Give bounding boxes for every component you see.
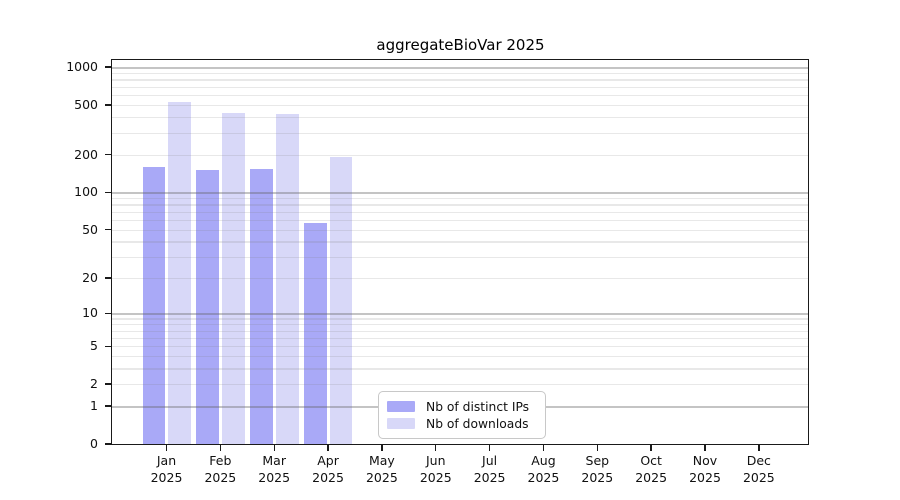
plot-area (112, 60, 808, 444)
x-tick (435, 445, 437, 451)
y-tick-label: 2 (90, 376, 98, 392)
y-tick (105, 154, 112, 156)
bar-apr-downloads (329, 157, 353, 444)
x-tick-year: 2025 (150, 470, 183, 485)
x-tick-year: 2025 (742, 470, 775, 485)
chart-title: aggregateBioVar 2025 (376, 36, 545, 54)
bar-feb-downloads (222, 113, 245, 444)
x-tick-year: 2025 (204, 470, 237, 485)
x-tick (596, 445, 598, 451)
bar-jan-downloads (168, 102, 191, 444)
bar-jan-distinct-ips (142, 166, 165, 444)
x-tick-month: Apr (317, 453, 339, 468)
x-tick-label: Oct 2025 (619, 452, 683, 486)
distinct-ips-swatch-icon (387, 401, 415, 412)
legend-item-distinct-ips: Nb of distinct IPs (387, 400, 537, 414)
gridline-minor (112, 117, 808, 119)
x-tick-year: 2025 (365, 470, 398, 485)
x-tick (650, 445, 652, 451)
y-tick (105, 383, 112, 385)
legend-label-distinct-ips: Nb of distinct IPs (426, 399, 530, 414)
downloads-swatch-icon (387, 418, 415, 429)
x-tick (704, 445, 706, 451)
y-tick-label: 100 (74, 184, 98, 200)
x-tick-year: 2025 (312, 470, 344, 485)
bar-mar-downloads (276, 113, 299, 444)
gridline-minor (112, 104, 808, 107)
y-tick-label: 50 (82, 221, 98, 237)
gridline-minor (112, 132, 808, 134)
y-tick-label: 10 (82, 305, 98, 321)
y-tick-label: 5 (90, 338, 98, 354)
y-tick (105, 312, 112, 314)
x-tick-month: Nov (692, 453, 718, 468)
y-tick-label: 1 (90, 398, 98, 414)
x-tick-label: Mar 2025 (242, 452, 306, 486)
x-tick-label: May 2025 (350, 452, 414, 486)
x-tick-month: Oct (640, 453, 662, 468)
y-tick (105, 443, 112, 445)
gridline-minor (112, 79, 808, 81)
x-tick (542, 445, 545, 451)
y-tick-label: 0 (90, 436, 98, 451)
x-tick (273, 445, 275, 451)
x-tick-year: 2025 (581, 470, 614, 485)
y-tick-label: 1000 (66, 59, 98, 75)
y-tick (105, 191, 112, 193)
y-tick (105, 104, 112, 106)
x-tick-year: 2025 (258, 470, 291, 485)
legend-item-downloads: Nb of downloads (387, 417, 537, 431)
x-tick-month: Feb (209, 453, 232, 468)
x-tick-label: Jun 2025 (404, 452, 468, 486)
legend: Nb of distinct IPs Nb of downloads (378, 391, 546, 439)
x-tick-year: 2025 (419, 470, 452, 485)
x-tick-month: Dec (746, 453, 771, 468)
x-tick-label: Aug 2025 (511, 452, 575, 486)
x-tick-month: Jan (156, 453, 177, 468)
bar-feb-distinct-ips (196, 169, 219, 444)
y-tick (105, 228, 112, 231)
x-tick-label: Feb 2025 (188, 452, 252, 486)
x-tick-month: Sep (585, 453, 610, 468)
x-tick-month: May (368, 453, 395, 468)
gridline-minor (112, 95, 808, 97)
x-tick-label: Jul 2025 (458, 452, 522, 486)
x-tick-month: Jun (425, 453, 446, 468)
x-tick (381, 445, 383, 451)
bar-apr-distinct-ips (304, 222, 327, 444)
x-tick (758, 445, 760, 451)
gridline-minor (112, 154, 808, 156)
y-tick (105, 345, 112, 347)
x-tick (165, 445, 168, 451)
x-tick-year: 2025 (635, 470, 668, 485)
x-tick-label: Nov 2025 (673, 452, 737, 486)
y-tick (105, 405, 112, 407)
x-tick (327, 445, 329, 451)
x-tick-label: Dec 2025 (727, 452, 791, 486)
x-tick-month: Aug (531, 453, 556, 468)
x-tick-label: Sep 2025 (565, 452, 629, 486)
y-tick (105, 66, 112, 68)
y-tick-label: 500 (74, 96, 98, 112)
y-tick-label: 200 (74, 146, 98, 162)
gridline-minor (112, 86, 808, 88)
x-tick-month: Jul (482, 453, 498, 468)
x-tick-year: 2025 (689, 470, 721, 485)
x-tick-year: 2025 (473, 470, 506, 485)
y-tick-label: 20 (82, 269, 98, 285)
x-tick-label: Apr 2025 (296, 452, 360, 486)
x-tick-year: 2025 (527, 470, 560, 485)
x-tick-month: Mar (262, 453, 286, 468)
legend-label-downloads: Nb of downloads (426, 416, 529, 431)
gridline-minor (112, 72, 808, 75)
gridline-major (112, 67, 808, 69)
y-tick (105, 277, 112, 279)
x-tick-label: Jan 2025 (135, 452, 199, 486)
x-tick (219, 445, 222, 451)
x-tick (488, 445, 491, 451)
bar-mar-distinct-ips (250, 168, 273, 444)
